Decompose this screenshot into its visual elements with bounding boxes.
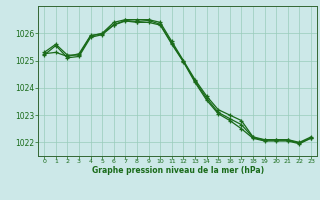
X-axis label: Graphe pression niveau de la mer (hPa): Graphe pression niveau de la mer (hPa) [92,166,264,175]
